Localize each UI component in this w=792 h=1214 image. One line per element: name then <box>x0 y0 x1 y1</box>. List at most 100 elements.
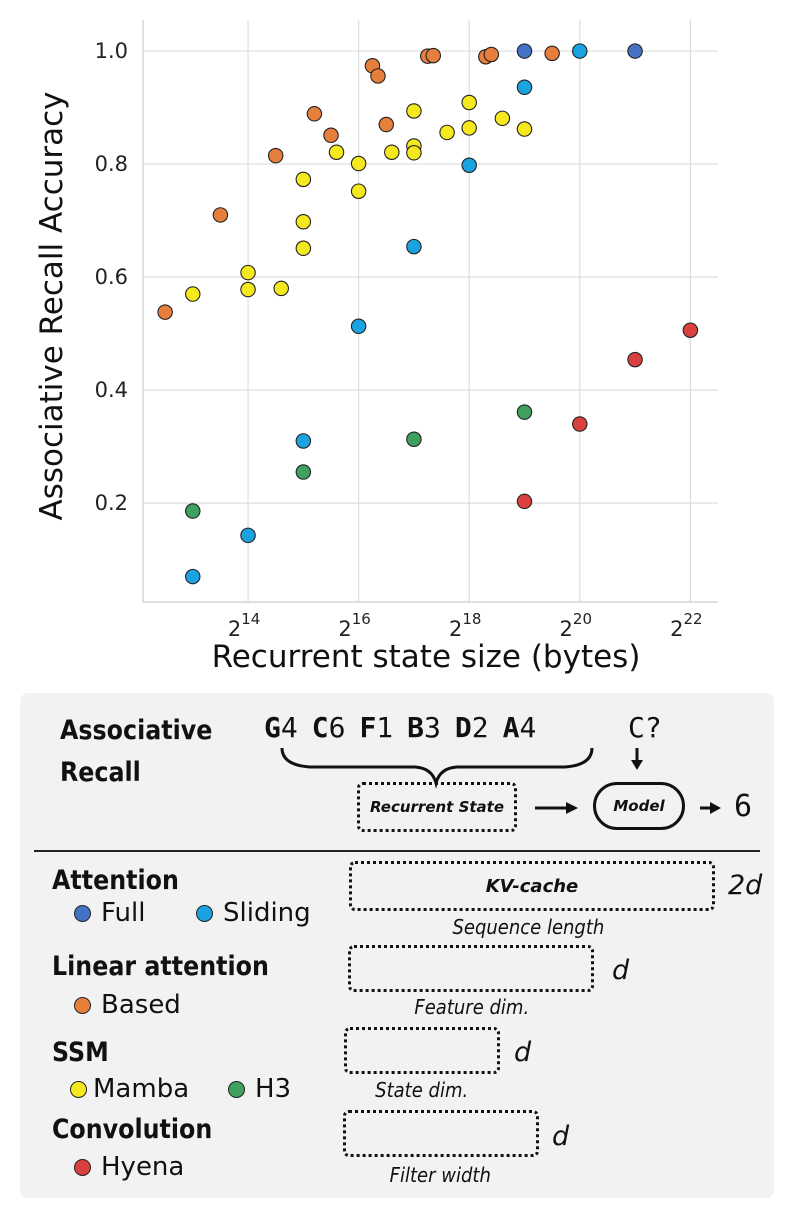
data-point-mamba <box>240 281 256 298</box>
x-tick-label: 216 <box>338 610 370 641</box>
data-point-mamba <box>273 280 289 297</box>
y-tick-label: 0.8 <box>95 152 128 176</box>
data-point-hyena <box>627 351 643 368</box>
sequence-key: F <box>359 711 377 744</box>
recall-sequence: G4 C6 F1 B3 D2 A4 <box>264 711 550 744</box>
sequence-key: C <box>311 711 329 744</box>
data-point-mamba <box>384 144 400 160</box>
y-tick-label: 0.2 <box>95 491 128 515</box>
data-point-based <box>212 207 229 223</box>
answer-token: 6 <box>734 789 753 824</box>
data-point-mamba <box>350 183 367 199</box>
data-point-mamba <box>406 145 422 161</box>
data-point-full <box>627 43 643 59</box>
data-point-mamba <box>516 121 533 137</box>
data-point-sliding <box>461 157 477 173</box>
grid-lines <box>143 20 718 602</box>
recurrent-state-label: Recurrent State <box>369 798 505 816</box>
category-heading-ssm: SSM <box>52 1037 109 1068</box>
data-point-based <box>267 147 284 164</box>
data-points <box>157 43 699 585</box>
legend-marker-sliding <box>196 904 213 922</box>
y-tick-label: 0.4 <box>95 378 128 402</box>
data-point-mamba <box>406 103 422 119</box>
x-tick-label: 222 <box>670 610 702 641</box>
kv-cache-label: KV-cache <box>485 875 579 897</box>
scatter-chart: 214 216 218 220 222 0.2 0.4 0.6 0.8 1.0 Recurrent… <box>34 20 718 675</box>
sequence-pair: G4 <box>264 711 298 744</box>
data-point-h3 <box>295 464 312 480</box>
data-point-mamba <box>295 240 312 257</box>
state-dim-box <box>344 1027 500 1074</box>
data-point-based <box>483 46 500 63</box>
sequence-pair: D2 <box>455 711 489 744</box>
legend-marker-mamba <box>70 1080 87 1098</box>
sequence-value: 1 <box>376 711 394 744</box>
model-label: Model <box>613 797 665 815</box>
category-heading-attention: Attention <box>52 865 179 896</box>
kv-cache-box: KV-cache <box>349 861 715 911</box>
sequence-pair: C6 <box>312 711 346 744</box>
data-point-h3 <box>185 503 201 519</box>
legend-panel: Associative Recall G4 C6 F1 B3 D2 A4 C? Recur… <box>20 693 774 1198</box>
sequence-value: 3 <box>424 711 441 744</box>
sequence-brace <box>280 747 594 789</box>
caption-sequence-length: Sequence length <box>452 915 605 939</box>
legend-marker-hyena <box>74 1158 91 1176</box>
legend-item-hyena: Hyena <box>74 1152 184 1182</box>
sequence-key: B <box>407 711 425 744</box>
data-point-h3 <box>406 431 422 448</box>
feature-dim-box <box>348 945 594 992</box>
data-point-mamba <box>185 286 201 302</box>
data-point-mamba <box>295 213 312 230</box>
data-point-sliding <box>406 238 422 255</box>
legend-label-hyena: Hyena <box>101 1152 185 1182</box>
data-point-sliding <box>350 318 367 335</box>
data-point-h3 <box>516 404 533 420</box>
sequence-value: 4 <box>280 711 298 744</box>
data-point-sliding <box>516 79 533 95</box>
data-point-hyena <box>516 493 533 510</box>
sequence-key: D <box>454 711 472 744</box>
task-title-line1: Associative <box>60 715 213 746</box>
caption-feature-dim: Feature dim. <box>414 995 530 1019</box>
data-point-sliding <box>572 43 588 59</box>
data-point-sliding <box>240 527 256 544</box>
model-to-answer-arrowhead <box>710 802 721 814</box>
sequence-key: A <box>502 711 520 744</box>
x-tick-label: 218 <box>449 610 481 641</box>
sequence-pair: B3 <box>407 711 441 744</box>
data-point-based <box>425 47 442 64</box>
data-point-full <box>516 43 533 59</box>
sequence-key: G <box>264 711 281 744</box>
data-point-based <box>544 45 560 62</box>
data-point-sliding <box>185 568 201 585</box>
filter-width-box <box>343 1110 539 1157</box>
legend-marker-full <box>74 904 91 922</box>
dim-ssm: d <box>514 1037 532 1068</box>
data-point-based <box>323 127 339 144</box>
data-point-mamba <box>461 94 477 111</box>
y-axis-label: Associative Recall Accuracy <box>34 91 70 520</box>
data-point-based <box>378 116 395 133</box>
data-point-mamba <box>350 155 367 172</box>
data-point-mamba <box>295 171 312 188</box>
legend-label-mamba: Mamba <box>93 1074 190 1104</box>
legend-marker-h3 <box>228 1080 245 1098</box>
legend-item-sliding: Sliding <box>196 898 311 928</box>
data-point-mamba <box>494 110 511 127</box>
legend-item-based: Based <box>74 990 181 1020</box>
sequence-value: 6 <box>328 711 346 744</box>
legend-label-full: Full <box>101 898 146 928</box>
category-heading-convolution: Convolution <box>52 1114 213 1145</box>
sequence-value: 2 <box>471 711 489 744</box>
legend-item-h3: H3 <box>228 1074 291 1104</box>
data-point-mamba <box>461 120 477 136</box>
y-tick-label: 1.0 <box>95 39 128 63</box>
task-title-line2: Recall <box>60 757 141 788</box>
data-point-hyena <box>682 322 699 338</box>
legend-label-sliding: Sliding <box>223 898 311 928</box>
data-point-based <box>157 304 173 320</box>
sequence-pair: F1 <box>359 711 393 744</box>
x-tick-label: 220 <box>560 610 592 641</box>
